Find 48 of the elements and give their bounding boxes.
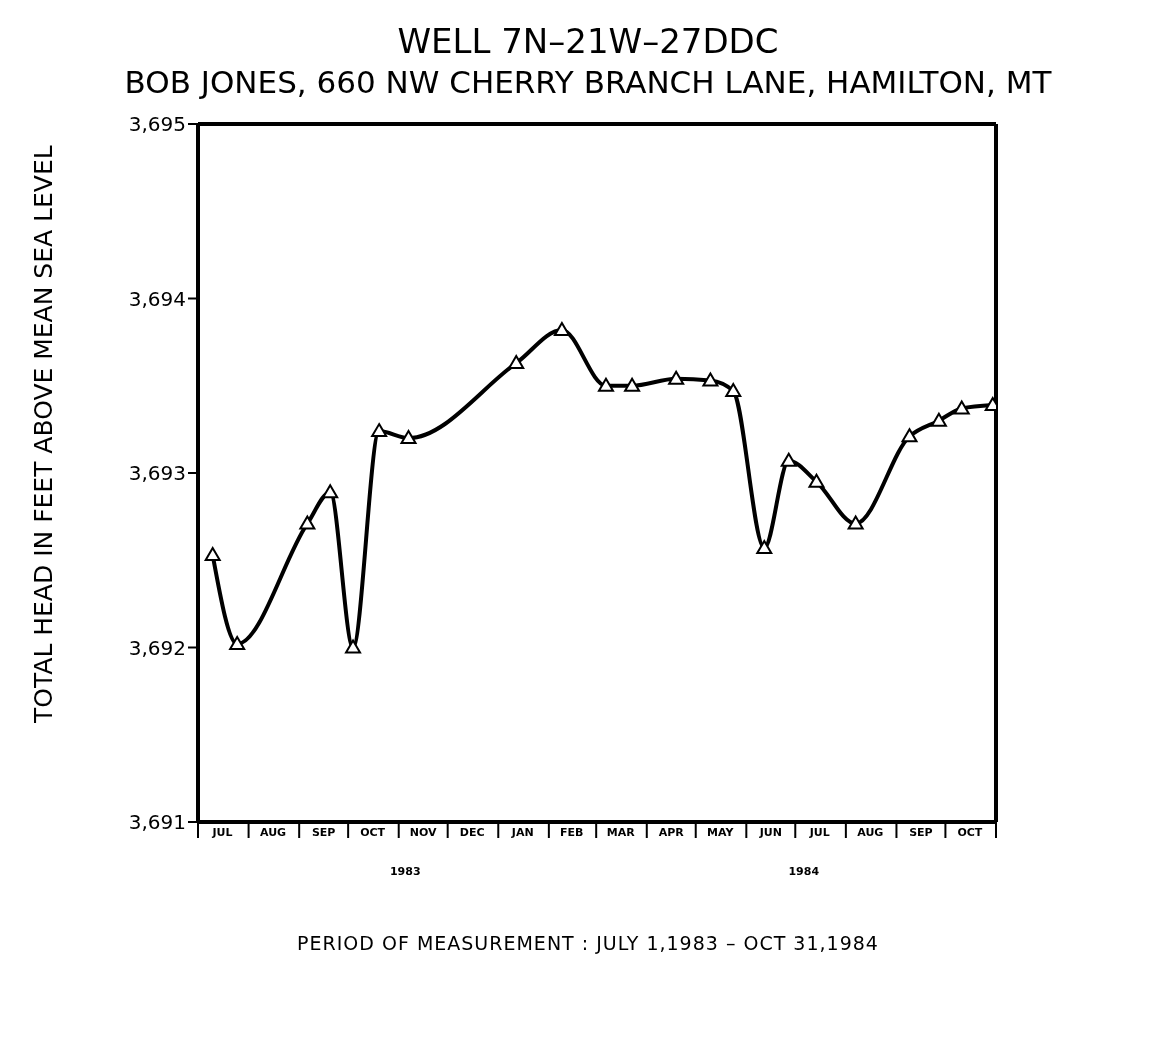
point [371, 423, 388, 438]
point [808, 473, 825, 488]
point [930, 412, 947, 427]
x-tick-label: MAR [606, 826, 636, 839]
point [756, 540, 773, 555]
point [953, 400, 970, 415]
text: 1984 [788, 865, 820, 878]
point [229, 636, 246, 651]
x-tick-label: SEP [909, 826, 933, 839]
text: 1983 [389, 865, 421, 878]
point [322, 484, 339, 499]
chart-title: WELL 7N–21W–27DDC [396, 20, 780, 62]
point [400, 430, 417, 445]
x-tick-label: OCT [360, 826, 386, 839]
y-tick-label: 3,692 [128, 635, 186, 660]
y-tick-label: 3,693 [128, 461, 186, 486]
x-axis-title: PERIOD OF MEASUREMENT : JULY 1,1983 – OCT 31,1984 [296, 932, 880, 954]
point [508, 355, 525, 370]
point [901, 428, 918, 443]
point [597, 377, 614, 392]
x-tick-label: JUN [758, 826, 782, 839]
point [553, 321, 570, 336]
x-tick-label: FEB [559, 826, 584, 839]
x-tick-label: SEP [311, 826, 336, 839]
x-tick-label: APR [658, 826, 685, 839]
y-tick-label: 3,695 [128, 112, 186, 137]
x-tick-label: NOV [409, 826, 438, 839]
point [725, 382, 742, 397]
x-tick-label: OCT [957, 826, 983, 839]
point [668, 370, 685, 385]
y-tick-label: 3,691 [128, 810, 186, 835]
point [780, 452, 797, 467]
point [204, 547, 221, 562]
point [847, 515, 864, 530]
point [299, 515, 316, 530]
x-tick-label: JAN [510, 826, 534, 839]
y-axis-title: TOTAL HEAD IN FEET ABOVE MEAN SEA LEVEL [28, 145, 58, 724]
x-tick-label: AUG [857, 826, 884, 839]
point [702, 372, 719, 387]
x-tick-label: DEC [459, 826, 485, 839]
y-tick-label: 3,694 [128, 286, 186, 311]
point [624, 377, 641, 392]
x-tick-label: MAY [707, 826, 735, 839]
x-tick-label: JUL [211, 826, 233, 839]
x-tick-label: JUL [808, 826, 830, 839]
chart-subtitle: BOB JONES, 660 NW CHERRY BRANCH LANE, HAMILTON, MT [123, 63, 1053, 102]
point [345, 639, 362, 654]
x-tick-label: AUG [260, 826, 287, 839]
